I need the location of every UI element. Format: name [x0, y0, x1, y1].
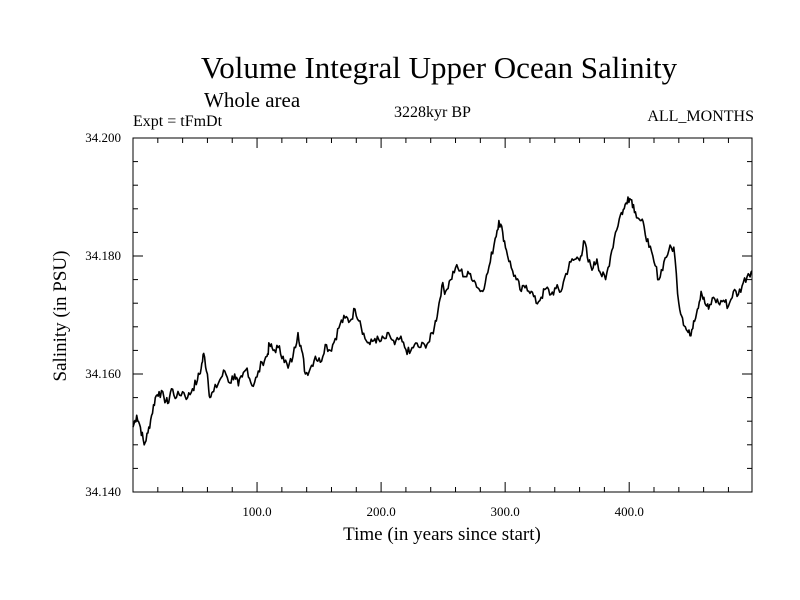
- plot-frame: [132, 137, 753, 493]
- salinity-line: [132, 196, 753, 446]
- x-axis-title: Time (in years since start): [343, 524, 541, 545]
- y-tick-label: 34.160: [85, 366, 121, 381]
- y-tick-label: 34.180: [85, 248, 121, 263]
- x-tick-label: 300.0: [491, 504, 520, 519]
- time-period-label: 3228kyr BP: [394, 104, 471, 121]
- y-tick-label: 34.140: [85, 484, 121, 499]
- chart-title: Volume Integral Upper Ocean Salinity: [200, 50, 678, 85]
- x-tick-label: 400.0: [615, 504, 644, 519]
- x-tick-label: 100.0: [242, 504, 271, 519]
- axis-tick-labels: 100.0 200.0 300.0 400.0 34.140 34.160 34.180 34…: [85, 130, 644, 519]
- axis-ticks: [133, 138, 752, 492]
- y-axis-title: Salinity (in PSU): [50, 251, 71, 382]
- x-tick-label: 200.0: [366, 504, 395, 519]
- chart-subtitle: Whole area: [204, 88, 301, 112]
- experiment-label: Expt = tFmDt: [133, 113, 223, 130]
- months-label: ALL_MONTHS: [647, 108, 754, 125]
- y-tick-label: 34.200: [85, 130, 121, 145]
